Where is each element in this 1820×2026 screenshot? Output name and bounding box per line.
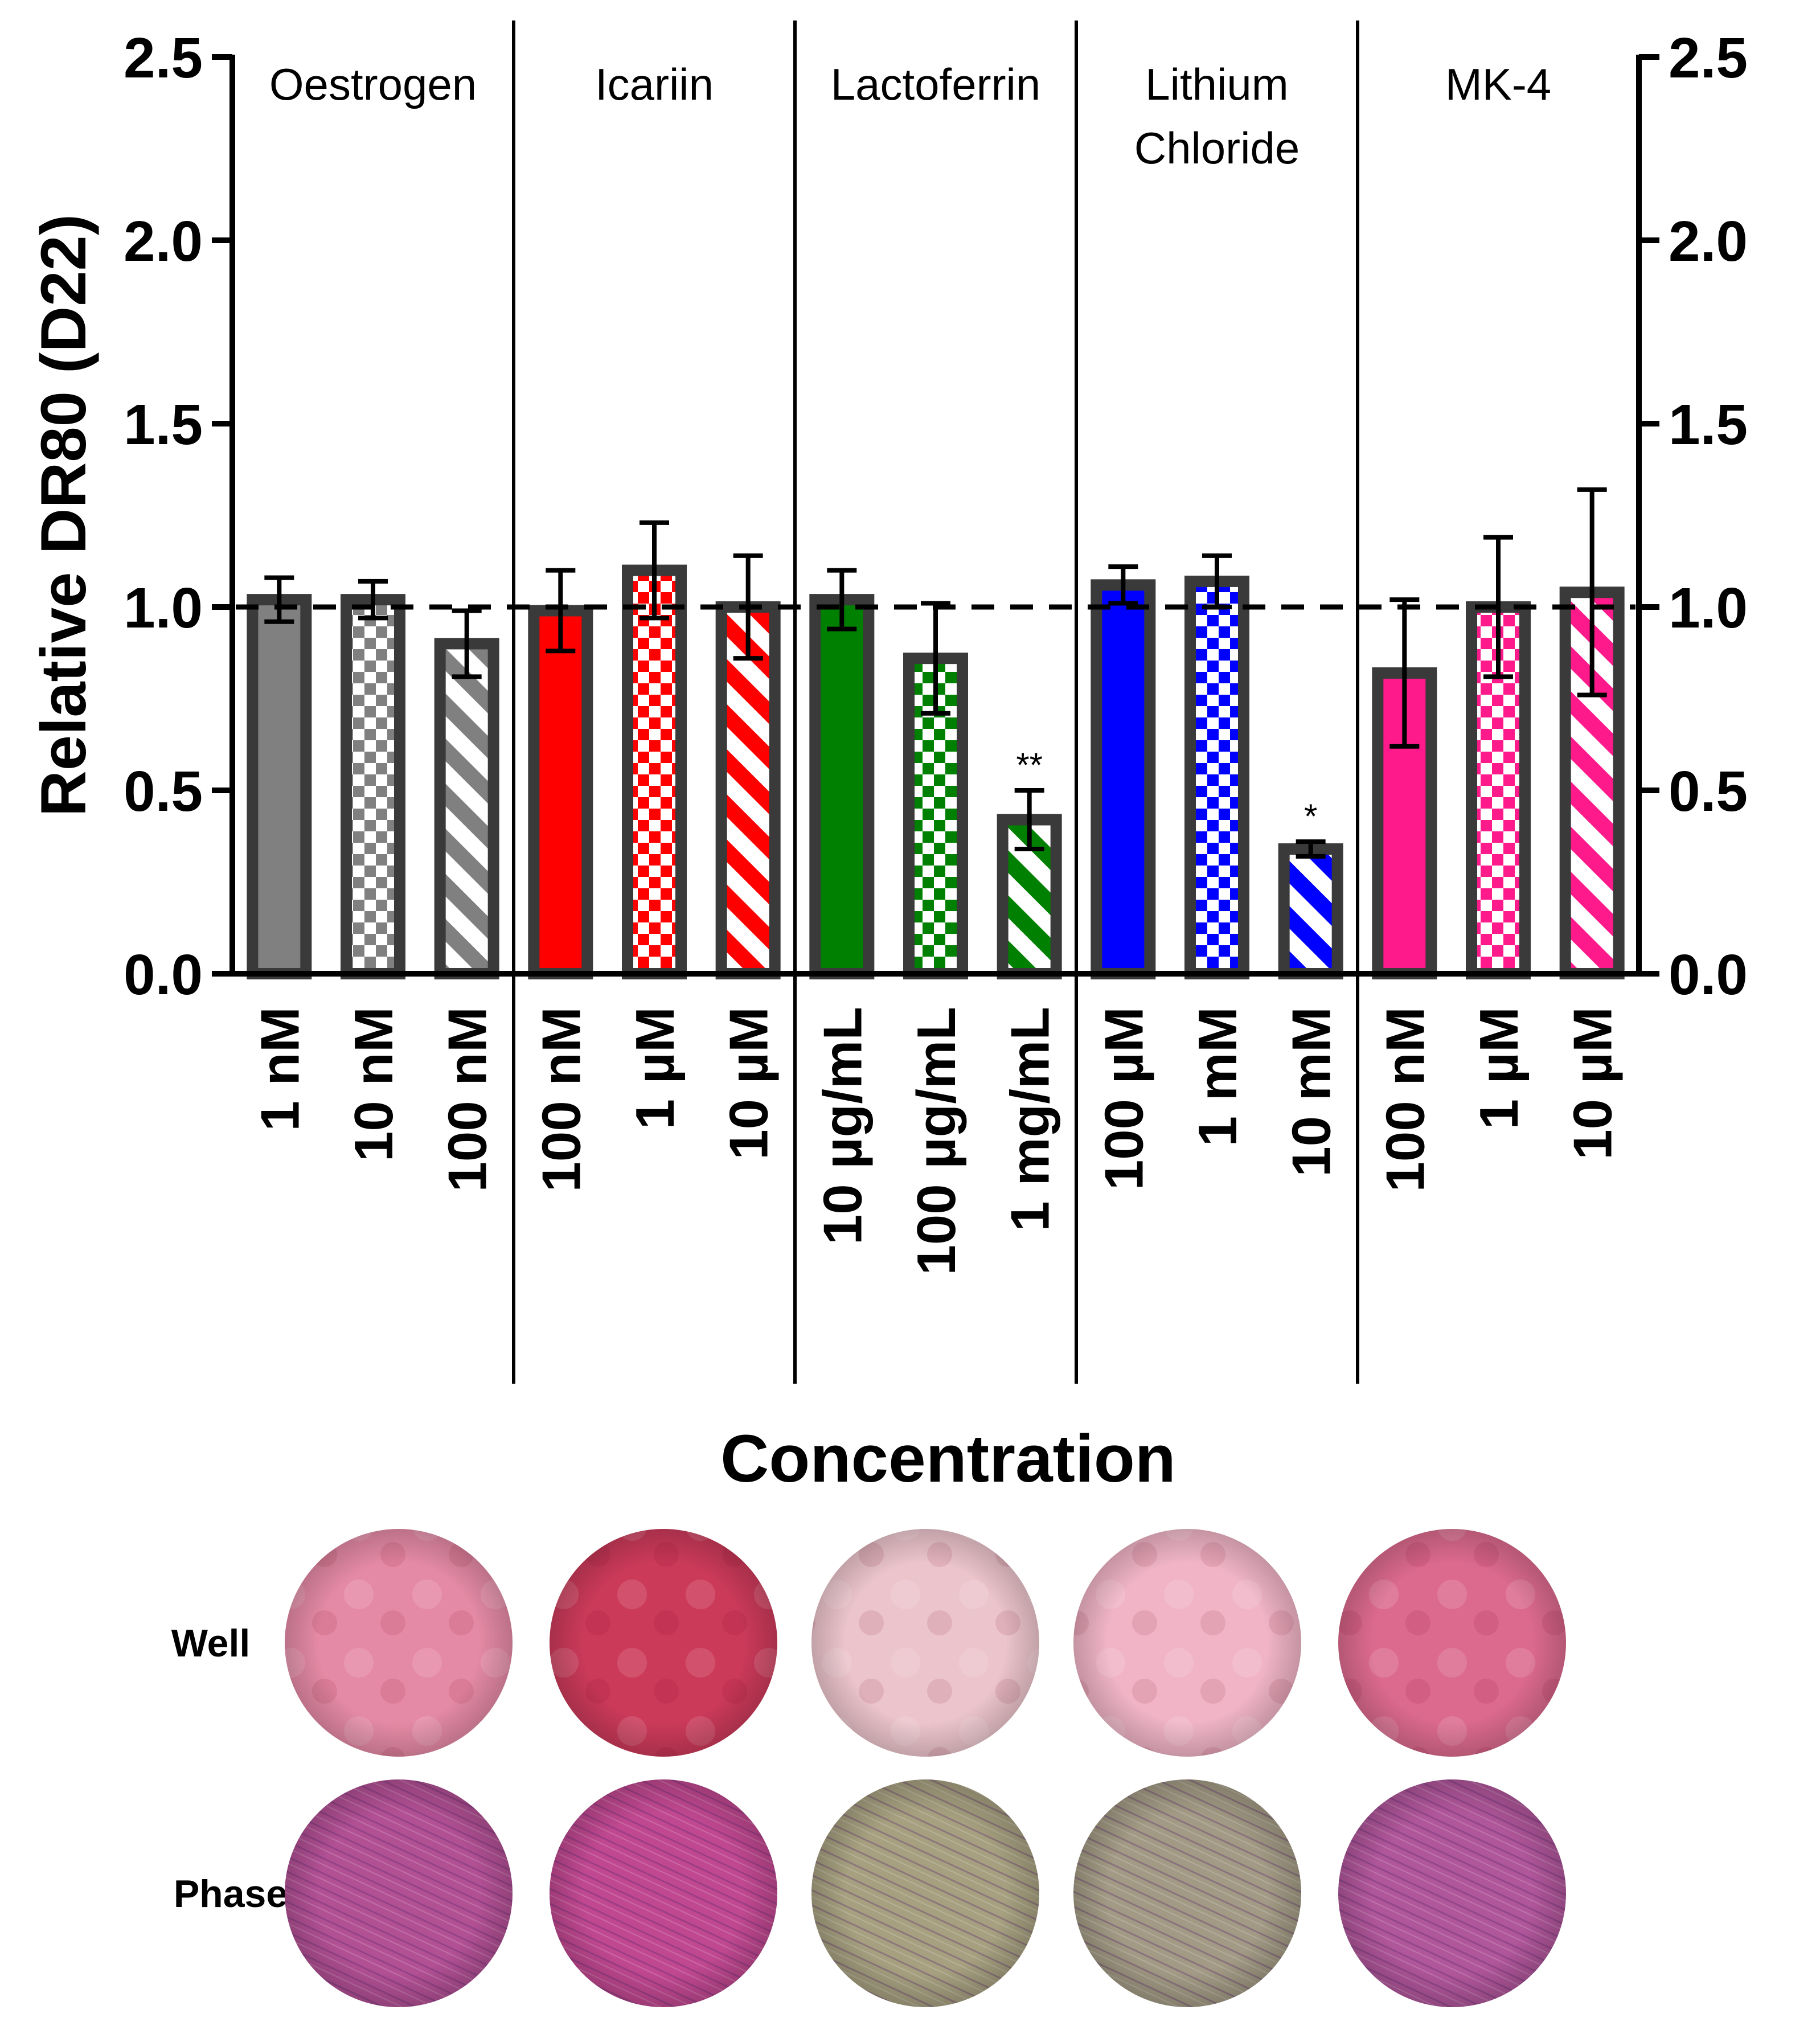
row-label: Well <box>171 1622 251 1665</box>
category-label: 10 mM <box>1281 1007 1342 1177</box>
bar <box>622 564 687 979</box>
category-label: 100 nM <box>1375 1007 1436 1192</box>
phase-image <box>1073 1779 1301 2007</box>
y-tick-label-right: 2.5 <box>1669 26 1748 90</box>
axes <box>212 54 1659 977</box>
well-image <box>811 1529 1039 1757</box>
significance-marker: * <box>1304 797 1317 835</box>
category-label: 1 mg/mL <box>1000 1007 1061 1232</box>
group-label: Icariin <box>595 59 714 109</box>
y-tick-label-right: 0.5 <box>1669 760 1748 823</box>
group-label: Lithium <box>1145 59 1288 109</box>
category-label: 1 µM <box>625 1007 686 1129</box>
bar <box>247 594 312 979</box>
group-dividers <box>512 20 1359 1384</box>
y-axis-title: Relative DR80 (D22) <box>28 214 99 817</box>
bar <box>809 594 875 979</box>
category-label: 100 µM <box>1093 1007 1154 1190</box>
y-tick-label-right: 2.0 <box>1669 210 1748 273</box>
bar <box>528 605 593 979</box>
phase-image <box>1338 1779 1566 2007</box>
phase-image <box>811 1779 1039 2007</box>
error-bars <box>264 487 1607 859</box>
category-label: 1 nM <box>249 1007 310 1131</box>
y-tick-label-right: 0.0 <box>1669 943 1748 1007</box>
y-tick-label-left: 2.5 <box>124 26 203 90</box>
well-image <box>1073 1529 1301 1757</box>
bar-chart: Oestrogen 1 nM 10 nM 100 nM Icariin 100 nM 1 µ… <box>28 20 1748 1496</box>
group-label: Lactoferrin <box>831 59 1041 109</box>
bar <box>715 601 781 979</box>
y-tick-label-right: 1.0 <box>1669 576 1748 640</box>
well-image <box>550 1529 777 1757</box>
category-label: 100 nM <box>531 1007 592 1192</box>
category-label: 10 nM <box>343 1007 404 1162</box>
category-label: 100 nM <box>437 1007 498 1192</box>
category-label: 1 µM <box>1469 1007 1530 1129</box>
group-label: Chloride <box>1134 123 1300 173</box>
category-label: 10 µg/mL <box>812 1007 873 1245</box>
group-label: MK-4 <box>1445 59 1551 109</box>
bar <box>341 594 405 979</box>
labels: Oestrogen 1 nM 10 nM 100 nM Icariin 100 nM 1 µ… <box>28 26 1748 1496</box>
group-label: Oestrogen <box>269 59 477 109</box>
well-image <box>1338 1529 1566 1757</box>
category-label: 1 mM <box>1187 1007 1248 1146</box>
y-tick-label-left: 1.0 <box>124 576 203 640</box>
bar <box>1184 575 1249 979</box>
bar <box>1091 579 1156 979</box>
micrograph-panel: Well Phase <box>171 1529 1566 2007</box>
y-tick-label-left: 0.5 <box>124 760 203 823</box>
y-tick-label-right: 1.5 <box>1669 393 1748 457</box>
x-axis-title: Concentration <box>720 1421 1176 1496</box>
phase-image <box>550 1779 777 2007</box>
bar <box>434 638 499 979</box>
category-label: 100 µg/mL <box>906 1007 967 1275</box>
phase-image <box>285 1779 513 2007</box>
significance-marker: ** <box>1016 746 1043 784</box>
category-label: 10 µM <box>1563 1007 1624 1160</box>
row-label: Phase <box>174 1872 288 1916</box>
category-label: 10 µM <box>719 1007 780 1160</box>
bar <box>1278 843 1343 980</box>
y-tick-label-left: 0.0 <box>124 943 203 1007</box>
y-tick-label-left: 2.0 <box>124 210 203 273</box>
y-tick-label-left: 1.5 <box>124 393 203 457</box>
well-image <box>285 1529 513 1757</box>
